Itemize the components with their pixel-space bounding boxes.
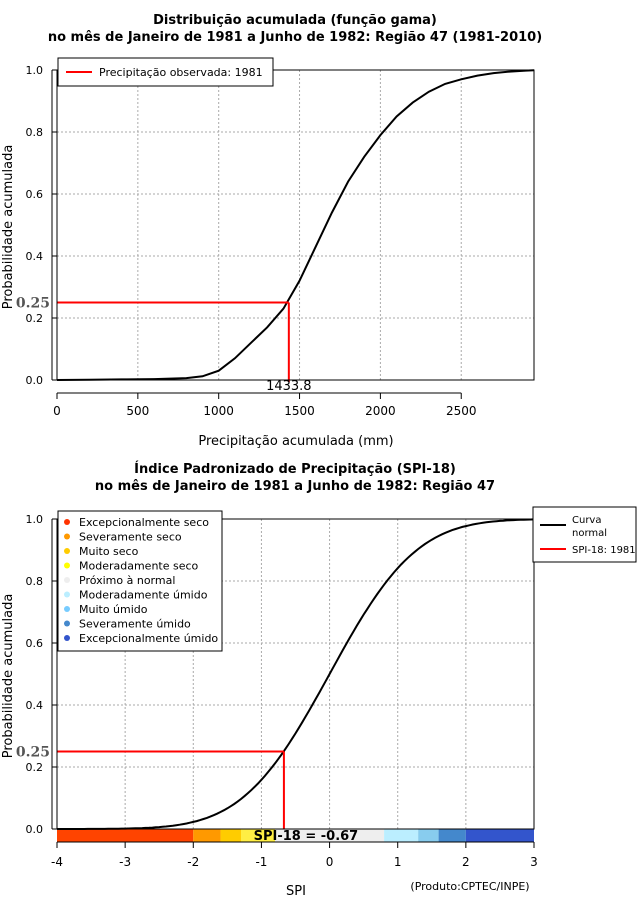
chart1-subtitle: no mês de Janeiro de 1981 a Junho de 198…: [48, 30, 542, 45]
category-band: [275, 829, 385, 842]
chart2-title: Índice Padronizado de Precipitação (SPI-…: [134, 461, 456, 477]
chart2-category-bands: [57, 829, 534, 842]
x-tick-label: 2500: [446, 404, 477, 418]
category-legend-label: Muito úmido: [79, 603, 148, 616]
chart1-y-label: Probabilidade acumulada: [1, 145, 16, 310]
x-tick-label: 2: [462, 855, 470, 869]
category-legend-label: Muito seco: [79, 545, 139, 558]
chart2-line-legend: Curva normal SPI-18: 1981: [532, 506, 637, 563]
category-band: [240, 829, 276, 842]
x-tick-label: 0: [53, 404, 61, 418]
category-legend-label: Próximo à normal: [79, 574, 175, 587]
chart2-plot-frame: [56, 518, 535, 830]
x-tick-label: 1000: [203, 404, 234, 418]
y-tick-label: 0.6: [26, 637, 44, 650]
category-legend-label: Excepcionalmente seco: [79, 516, 209, 529]
category-legend-swatch: [64, 548, 70, 554]
x-tick-label: 1500: [284, 404, 315, 418]
category-legend-swatch: [64, 533, 70, 540]
x-tick-label: 1: [394, 855, 402, 869]
category-legend-label: Severamente seco: [79, 531, 182, 544]
chart2-probability-label: 0.25: [16, 745, 50, 761]
chart1-title: Distribuição acumulada (função gama): [153, 13, 437, 28]
chart1-grid: [56, 69, 534, 381]
y-tick-label: 1.0: [26, 513, 44, 526]
x-tick-label: -1: [255, 855, 267, 869]
chart1-x-axis: 0 500 1000 1500 2000 2500: [53, 392, 477, 418]
y-tick-label: 0.2: [26, 761, 44, 774]
category-legend-label: Moderadamente úmido: [79, 589, 208, 602]
x-tick-label: -4: [51, 855, 63, 869]
chart1-plot-frame: [56, 69, 535, 381]
chart2-legend-spi-label: SPI-18: 1981: [572, 545, 636, 556]
chart2-spi-label: SPI-18 = -0.67: [254, 829, 359, 844]
category-legend-swatch: [64, 606, 70, 612]
y-tick-label: 0.2: [26, 312, 44, 325]
y-tick-label: 0.8: [26, 126, 44, 139]
x-tick-label: -3: [119, 855, 131, 869]
x-tick-label: 3: [530, 855, 538, 869]
category-legend-label: Severamente úmido: [79, 618, 191, 631]
x-tick-label: -2: [187, 855, 199, 869]
category-band: [57, 829, 194, 842]
x-tick-label: 500: [126, 404, 149, 418]
y-tick-label: 1.0: [26, 64, 44, 77]
category-legend-label: Moderadamente seco: [79, 560, 199, 573]
chart2-legend-curve-label-line2: normal: [572, 528, 607, 539]
chart1-x-label: Precipitação acumulada (mm): [198, 434, 393, 449]
chart2-normal-curve: [57, 518, 535, 830]
chart2-y-axis: 0.0 0.2 0.4 0.6 0.8 1.0: [26, 513, 57, 836]
category-legend-label: Excepcionalmente úmido: [79, 632, 218, 645]
category-band: [465, 829, 534, 842]
chart2-category-legend-box: [57, 510, 223, 652]
category-legend-swatch: [64, 591, 70, 598]
chart1-observed-label: 1433.8: [266, 379, 312, 394]
y-tick-label: 0.0: [26, 823, 44, 836]
category-legend-swatch: [64, 562, 70, 569]
category-legend-swatch: [64, 519, 70, 525]
chart2-y-label: Probabilidade acumulada: [1, 594, 16, 759]
chart1-legend-box: [57, 57, 274, 87]
chart2-x-label: SPI: [286, 884, 306, 899]
category-legend-swatch: [64, 577, 70, 583]
chart2-line-legend-box: [532, 506, 637, 563]
y-tick-label: 0.4: [26, 699, 44, 712]
chart1-gamma-curve: [56, 69, 535, 381]
chart2-subtitle: no mês de Janeiro de 1981 a Junho de 198…: [95, 479, 495, 494]
credit-text: (Produto:CPTEC/INPE): [410, 880, 529, 893]
chart2-x-axis: -4 -3 -2 -1 0 1 2 3: [51, 841, 538, 869]
chart1-y-axis: 0.0 0.2 0.4 0.6 0.8 1.0: [26, 64, 57, 387]
gamma-cdf-chart: Distribuição acumulada (função gama) no …: [1, 13, 542, 449]
category-band: [384, 829, 419, 842]
y-tick-label: 0.4: [26, 250, 44, 263]
category-band: [418, 829, 439, 842]
category-band: [193, 829, 221, 842]
spi-chart: Índice Padronizado de Precipitação (SPI-…: [1, 461, 637, 899]
chart2-legend-curve-label-line1: Curva: [572, 515, 601, 526]
category-legend-swatch: [64, 635, 70, 641]
category-band: [220, 829, 241, 842]
category-band: [438, 829, 466, 842]
x-tick-label: 0: [326, 855, 334, 869]
y-tick-label: 0.8: [26, 575, 44, 588]
category-legend-swatch: [64, 620, 70, 627]
y-tick-label: 0.6: [26, 188, 44, 201]
x-tick-label: 2000: [365, 404, 396, 418]
chart1-legend-label: Precipitação observada: 1981: [99, 66, 263, 79]
y-tick-label: 0.0: [26, 374, 44, 387]
chart1-legend: Precipitação observada: 1981: [57, 57, 274, 87]
chart1-probability-label: 0.25: [16, 296, 50, 312]
